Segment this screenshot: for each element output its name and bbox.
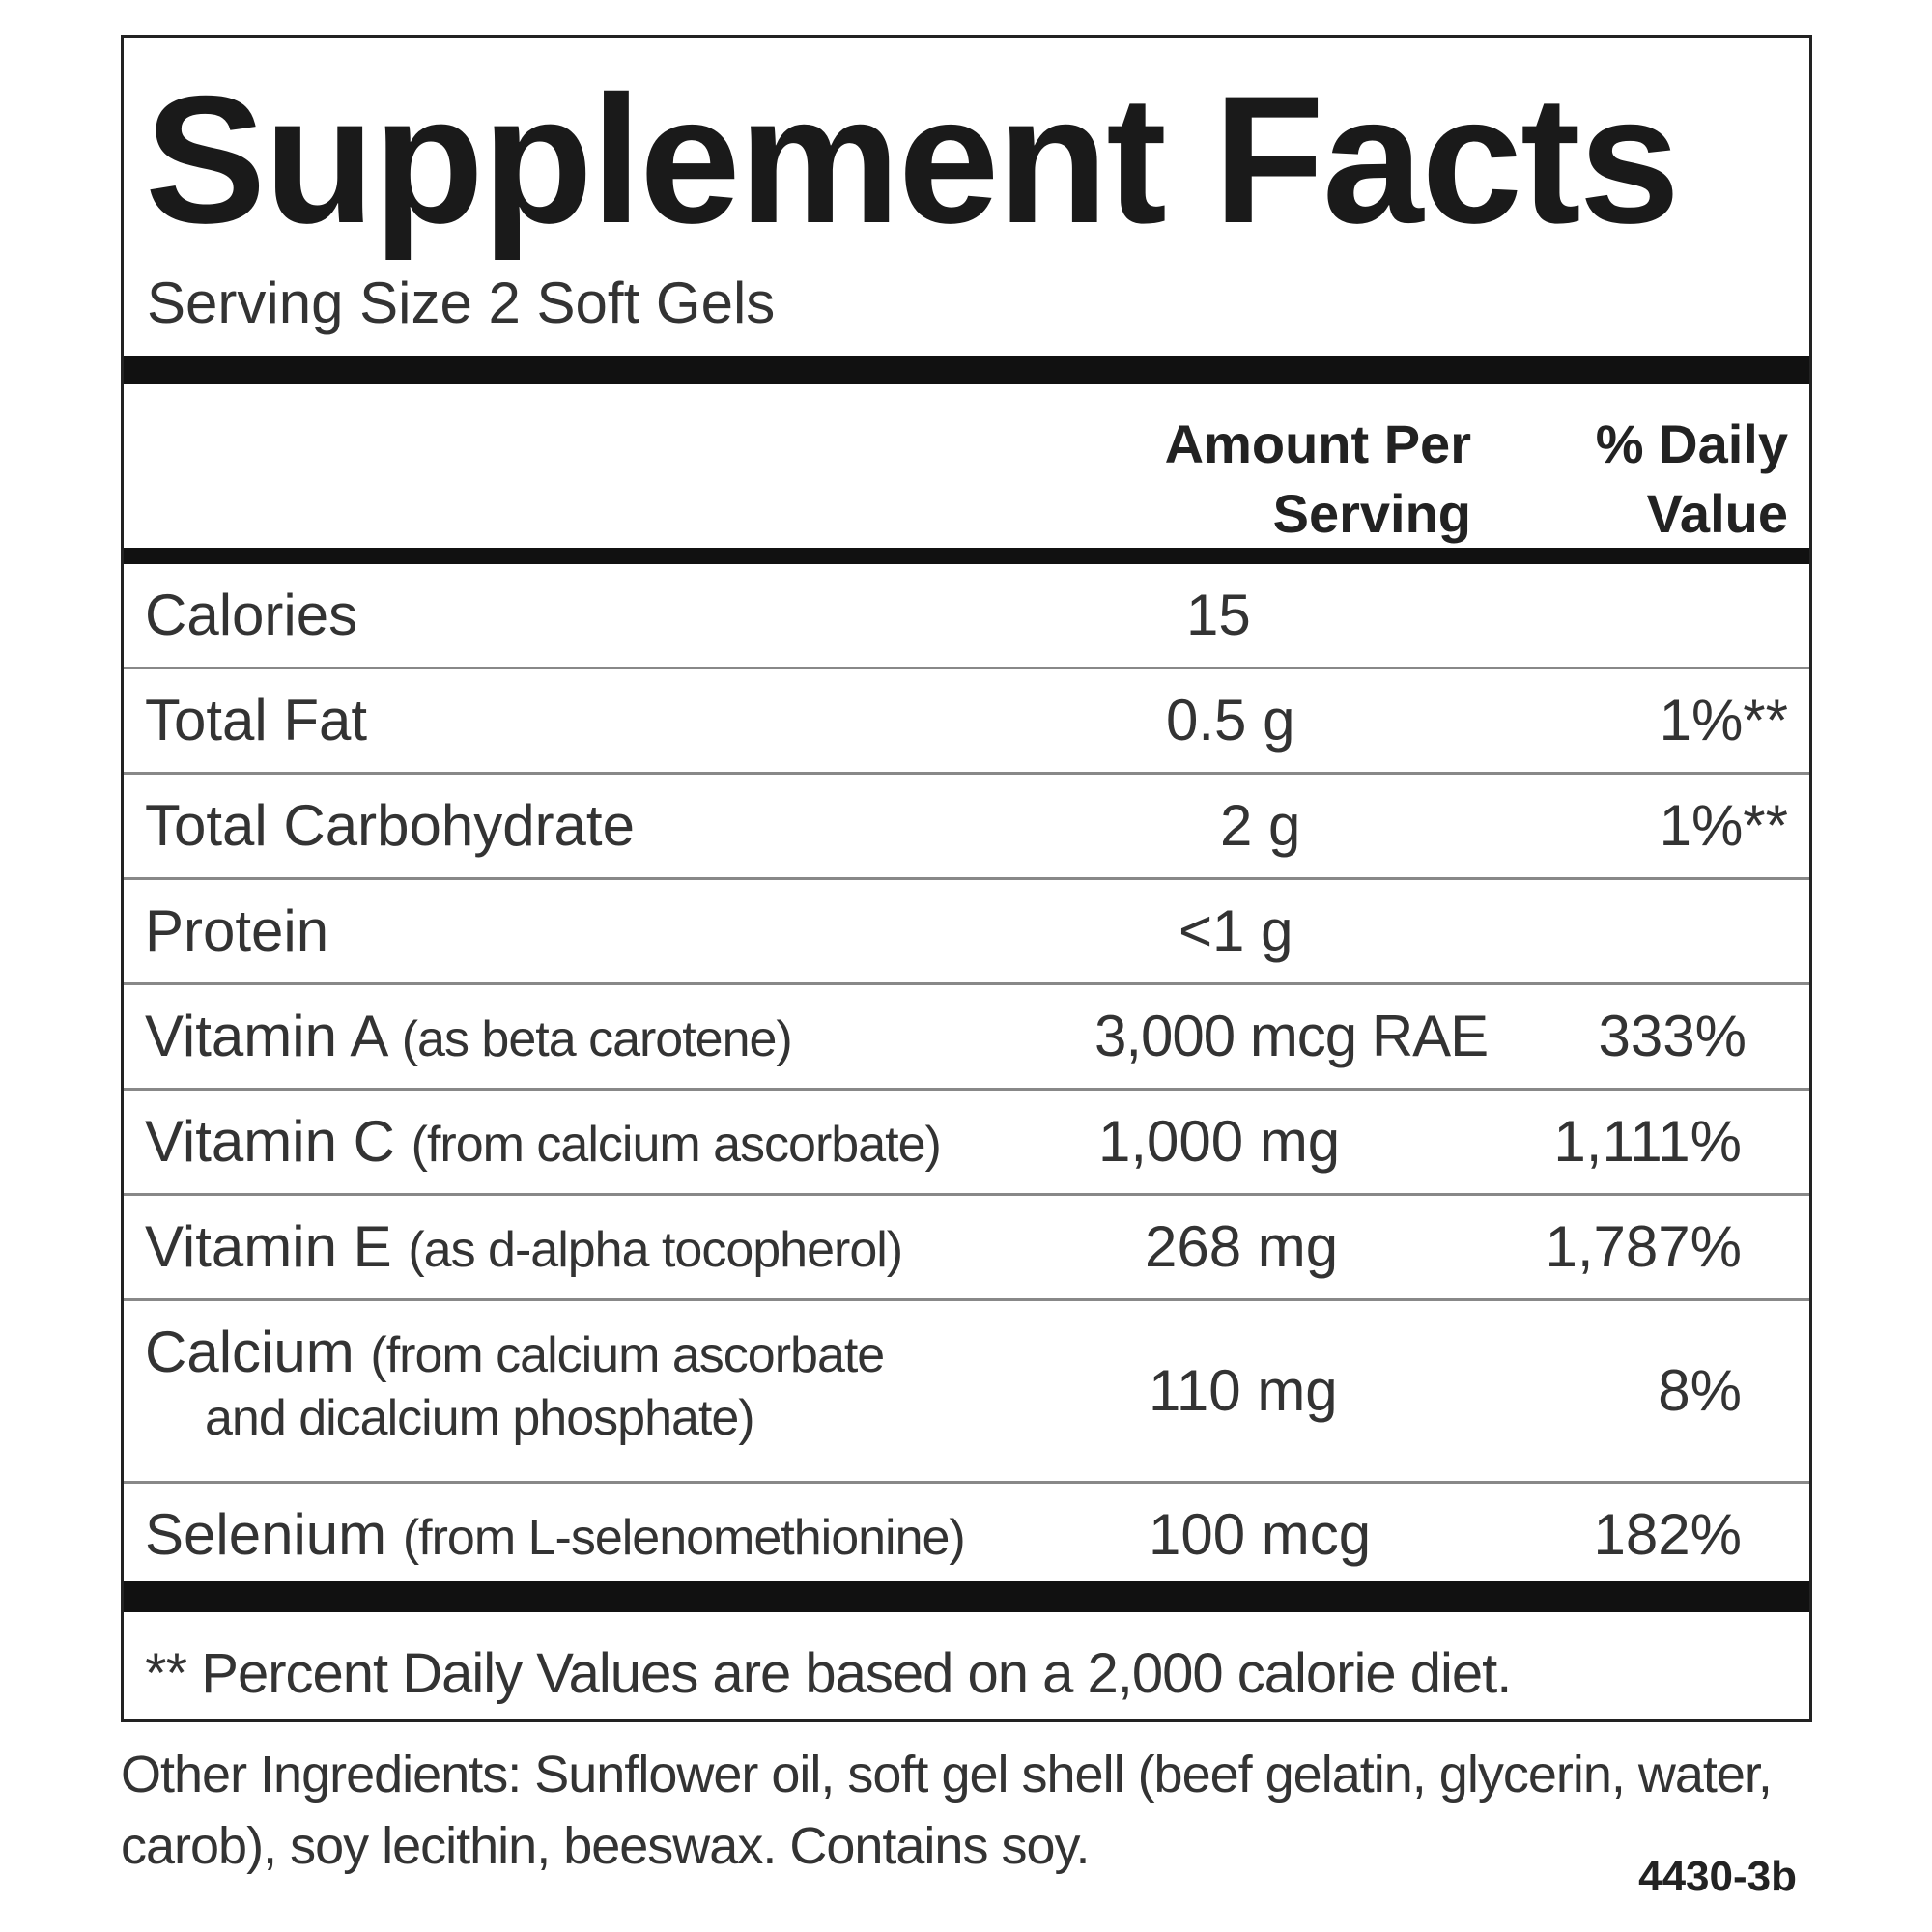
nutrient-dv: 333% <box>1598 1004 1747 1068</box>
name-main: Vitamin A <box>145 1004 386 1068</box>
nutrient-amount: 110 mg <box>1149 1358 1338 1423</box>
dv-header: % Daily Value <box>1596 410 1788 549</box>
name-source: (as beta carotene) <box>401 1011 793 1067</box>
nutrient-name: Vitamin C (from calcium ascorbate) <box>145 1108 942 1175</box>
nutrient-name: Vitamin E (as d-alpha tocopherol) <box>145 1213 903 1280</box>
divider-thick <box>124 1581 1809 1612</box>
supplement-facts-panel: Supplement Facts Serving Size 2 Soft Gel… <box>121 35 1812 1722</box>
table-row: Calcium (from calcium ascorbate and dical… <box>124 1301 1809 1484</box>
serving-size: Serving Size 2 Soft Gels <box>147 270 776 335</box>
divider-thick <box>124 548 1809 564</box>
nutrient-amount: 0.5 g <box>1166 688 1295 753</box>
name-main: Vitamin E <box>145 1214 392 1279</box>
name-main: Selenium <box>145 1502 387 1567</box>
dv-header-line: Value <box>1646 483 1788 544</box>
nutrient-name: Calcium (from calcium ascorbate and dical… <box>145 1319 885 1447</box>
nutrient-name: Total Carbohydrate <box>145 793 635 858</box>
nutrient-dv: 182% <box>1593 1502 1742 1567</box>
column-header: Amount Per Serving % Daily Value <box>124 410 1809 550</box>
nutrient-amount: 1,000 mg <box>1098 1109 1341 1174</box>
nutrient-name: Total Fat <box>145 688 368 753</box>
name-source: (as d-alpha tocopherol) <box>408 1222 903 1278</box>
nutrient-table: Calories 15 Total Fat 0.5 g 1%** Total Carb… <box>124 564 1809 1586</box>
nutrient-dv: 8% <box>1658 1358 1742 1423</box>
table-row: Protein <1 g <box>124 880 1809 985</box>
table-row: Calories 15 <box>124 564 1809 669</box>
dv-header-line: % Daily <box>1595 413 1788 474</box>
footnote: ** Percent Daily Values are based on a 2… <box>145 1642 1512 1705</box>
amount-header: Amount Per Serving <box>1165 410 1471 549</box>
nutrient-dv: 1,787% <box>1545 1214 1743 1279</box>
nutrient-name: Vitamin A (as beta carotene) <box>145 1003 793 1069</box>
nutrient-name: Protein <box>145 898 329 963</box>
nutrient-amount: 268 mg <box>1145 1214 1339 1279</box>
table-row: Vitamin A (as beta carotene) 3,000 mcg RA… <box>124 985 1809 1091</box>
label-code: 4430-3b <box>1638 1853 1797 1900</box>
nutrient-amount: 3,000 mcg RAE <box>1094 1004 1489 1068</box>
other-ingredients: Other Ingredients: Sunflower oil, soft g… <box>121 1746 1773 1875</box>
nutrient-amount: 100 mcg <box>1149 1502 1372 1567</box>
table-row: Selenium (from L-selenomethionine) 100 mc… <box>124 1484 1809 1586</box>
divider-thick <box>124 356 1809 384</box>
nutrient-name: Selenium (from L-selenomethionine) <box>145 1501 966 1568</box>
amount-header-line: Amount Per <box>1164 413 1471 474</box>
name-source: (from calcium ascorbate) <box>411 1117 942 1173</box>
nutrient-amount: 15 <box>1186 582 1251 647</box>
nutrient-dv: 1%** <box>1659 793 1788 858</box>
nutrient-name: Calories <box>145 582 358 647</box>
nutrient-dv: 1%** <box>1659 688 1788 753</box>
nutrient-amount: <1 g <box>1179 898 1293 963</box>
table-row: Total Carbohydrate 2 g 1%** <box>124 775 1809 880</box>
amount-header-line: Serving <box>1272 483 1471 544</box>
name-source-line2: and dicalcium phosphate) <box>205 1390 755 1446</box>
table-row: Total Fat 0.5 g 1%** <box>124 669 1809 775</box>
panel-title: Supplement Facts <box>145 58 1680 261</box>
name-main: Vitamin C <box>145 1109 395 1174</box>
table-row: Vitamin C (from calcium ascorbate) 1,000 … <box>124 1091 1809 1196</box>
name-source: (from L-selenomethionine) <box>402 1510 966 1566</box>
nutrient-dv: 1,111% <box>1553 1109 1742 1174</box>
name-source: (from calcium ascorbate <box>370 1327 885 1383</box>
table-row: Vitamin E (as d-alpha tocopherol) 268 mg 1… <box>124 1196 1809 1301</box>
nutrient-amount: 2 g <box>1220 793 1301 858</box>
name-main: Calcium <box>145 1320 355 1384</box>
